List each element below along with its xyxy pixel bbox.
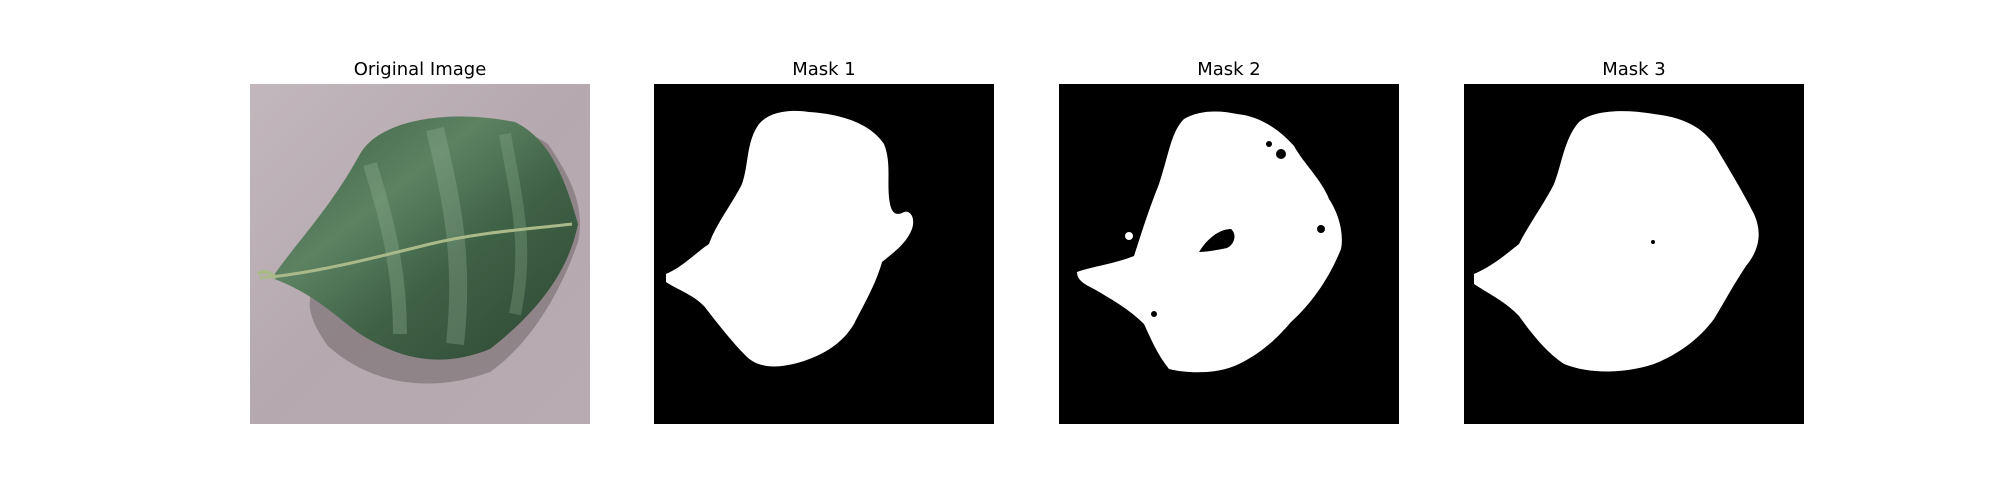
panel-title: Mask 3 xyxy=(1602,59,1666,80)
mask-1-image xyxy=(654,84,994,424)
mask-foreground xyxy=(666,110,914,367)
leaf xyxy=(272,116,578,360)
mask-3-image xyxy=(1464,84,1804,424)
mask-foreground xyxy=(1474,111,1759,372)
panel-original-image: Original Image xyxy=(250,58,590,424)
mask-hole xyxy=(1651,240,1655,244)
panel-title: Original Image xyxy=(353,59,487,80)
original-leaf-photo xyxy=(250,84,590,424)
leaf-midrib xyxy=(259,222,573,280)
leaf-stem xyxy=(256,269,278,280)
panel-title: Mask 1 xyxy=(792,59,856,80)
panel-mask-1: Mask 1 xyxy=(654,58,994,424)
panel-title: Mask 2 xyxy=(1197,59,1261,80)
mask-hole xyxy=(1199,229,1235,252)
panel-mask-2: Mask 2 xyxy=(1059,58,1399,424)
panel-mask-3: Mask 3 xyxy=(1464,58,1804,424)
mask-2-image xyxy=(1059,84,1399,424)
